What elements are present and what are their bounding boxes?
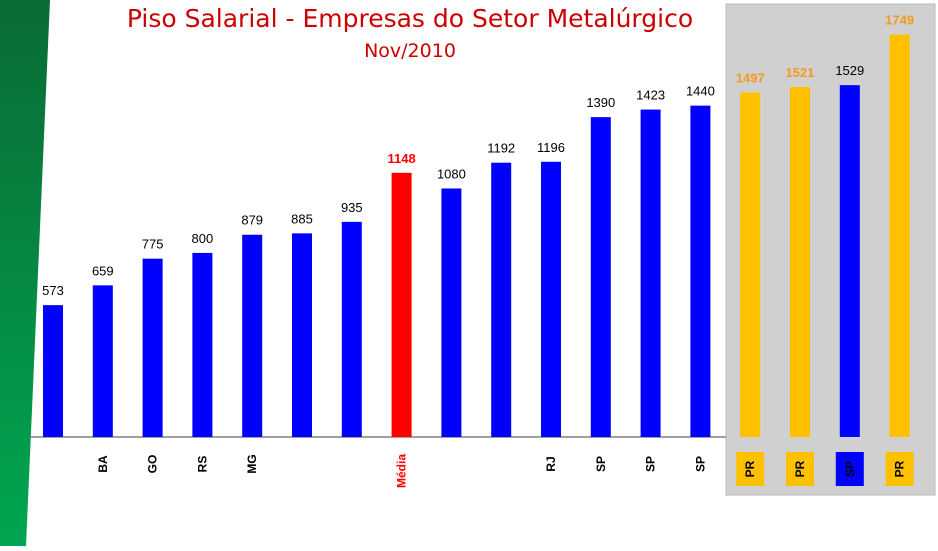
chart-title: Piso Salarial - Empresas do Setor Metalú…: [126, 4, 694, 33]
data-label: 775: [142, 237, 164, 252]
bar: [640, 109, 661, 438]
category-label-box: [835, 452, 864, 486]
data-label: 1080: [437, 166, 466, 181]
data-label: 1529: [835, 63, 864, 78]
data-label: 1440: [686, 84, 715, 99]
bar: [192, 252, 213, 437]
bar: [740, 92, 761, 437]
bar: [541, 161, 561, 437]
data-label: 1497: [736, 71, 765, 86]
tick-label: MG: [245, 454, 259, 473]
bar: [889, 34, 910, 437]
category-label-box: [786, 452, 814, 486]
data-label: 573: [42, 283, 64, 298]
tick-label: BA: [96, 455, 110, 473]
tick-label: SP: [644, 456, 658, 472]
tick-label: Média: [395, 454, 409, 488]
data-label: 1148: [387, 151, 415, 166]
data-label: 879: [241, 213, 263, 228]
tick-label: RS: [195, 456, 209, 473]
bar: [839, 85, 860, 437]
bar: [142, 258, 163, 437]
tick-label: RJ: [544, 456, 558, 471]
bar: [242, 234, 263, 437]
data-label: 1196: [537, 140, 565, 155]
category-label-box: [736, 452, 765, 486]
data-label: 935: [341, 200, 363, 215]
bar: [43, 305, 63, 437]
bar: [690, 105, 711, 438]
data-label: 885: [291, 211, 313, 226]
data-label: 1192: [487, 141, 515, 156]
tick-label: SP: [843, 461, 857, 477]
tick-label: GO: [146, 455, 160, 474]
data-label: 1521: [786, 65, 815, 80]
tick-label: PR: [743, 460, 757, 477]
bar: [441, 188, 462, 437]
data-label: 1749: [885, 13, 914, 28]
bar: [292, 233, 312, 437]
data-label: 800: [192, 231, 214, 246]
green-accent-stripe: [0, 0, 50, 546]
category-label-box: [885, 452, 914, 486]
tick-label: SP: [594, 456, 608, 472]
bar: [92, 285, 113, 437]
bar: [341, 221, 362, 437]
tick-label: PR: [793, 460, 807, 477]
chart-subtitle: Nov/2010: [364, 40, 456, 62]
bar: [391, 172, 412, 438]
tick-label: PR: [893, 460, 907, 477]
data-label: 1390: [586, 95, 615, 110]
bar: [790, 86, 810, 437]
data-label: 1423: [636, 88, 665, 103]
data-label: 659: [92, 263, 114, 278]
bar: [491, 162, 512, 438]
bar: [590, 117, 611, 438]
tick-label: SP: [693, 456, 707, 472]
